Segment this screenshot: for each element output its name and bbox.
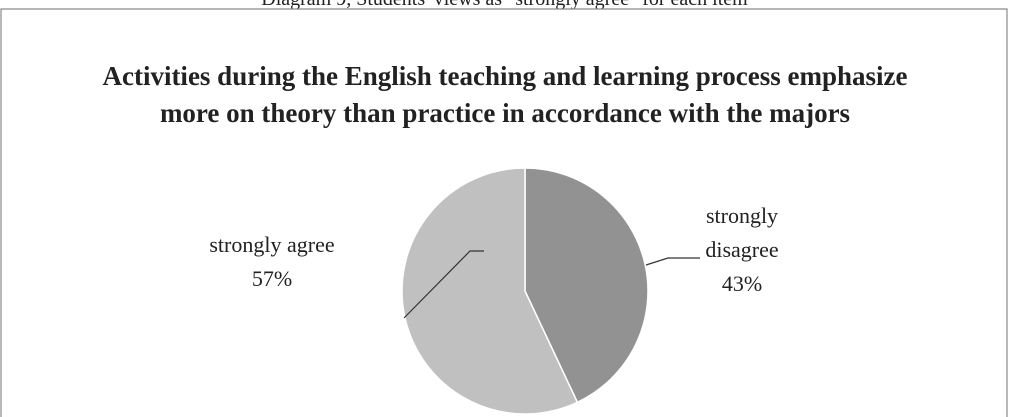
chart-frame	[0, 8, 1008, 417]
pie-slice	[524, 167, 649, 404]
value-label: 57%	[251, 266, 293, 291]
category-label: strongly agree	[209, 232, 335, 257]
value-label: 43%	[721, 271, 763, 296]
slice-label: strongly disagree 43%	[682, 199, 802, 301]
leader-line	[403, 250, 484, 319]
pie	[401, 167, 649, 415]
category-label: strongly disagree	[705, 203, 779, 262]
slice-label: strongly agree 57%	[172, 228, 372, 296]
caption: Diagram 9, Students' views as "strongly …	[0, 0, 1009, 11]
chart-title: Activities during the English teaching a…	[102, 61, 908, 128]
leader-line	[645, 257, 700, 266]
